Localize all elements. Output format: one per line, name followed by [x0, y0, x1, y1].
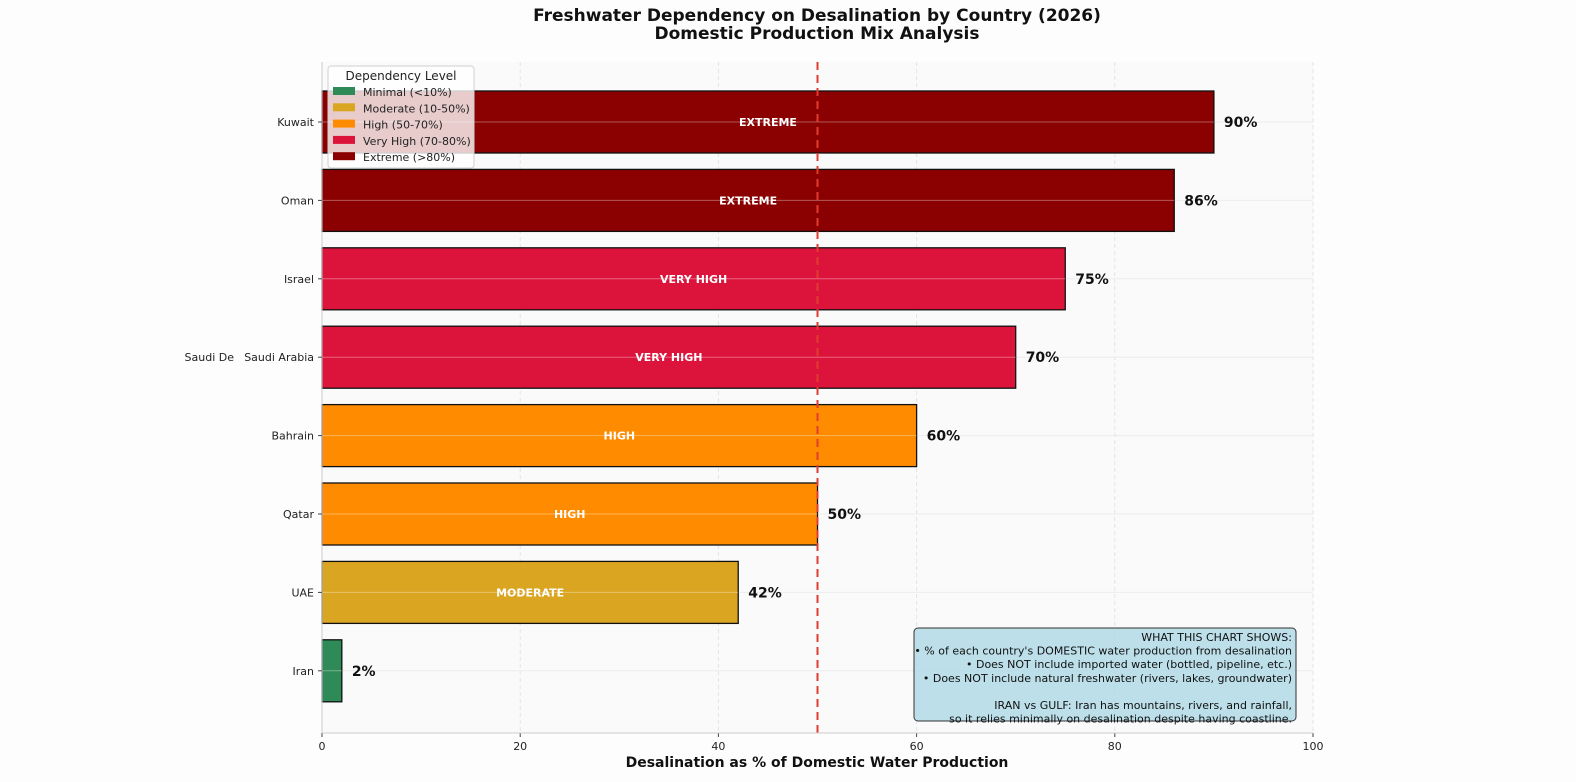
bar-category-label: MODERATE: [496, 586, 564, 599]
annotation-line: WHAT THIS CHART SHOWS:: [1141, 631, 1292, 644]
y-tick-label: Iran: [293, 665, 315, 678]
annotation-box: WHAT THIS CHART SHOWS:• % of each countr…: [913, 627, 1297, 726]
annotation-background: [913, 627, 1297, 722]
value-label: 42%: [748, 585, 782, 601]
legend-entry: Extreme (>80%): [363, 151, 455, 164]
chart-subtitle: Domestic Production Mix Analysis: [655, 24, 980, 44]
legend-entry: High (50-70%): [363, 119, 443, 132]
bar-uae: [321, 560, 739, 625]
value-label: 2%: [352, 664, 376, 680]
legend: Dependency Level Minimal (<10%) Moderate (…: [327, 65, 475, 169]
x-tick-label: 100: [1303, 740, 1324, 753]
legend-box: [327, 65, 475, 169]
y-tick-label: Qatar: [283, 508, 314, 521]
legend-swatch: [333, 87, 355, 95]
value-label: 90%: [1224, 115, 1258, 131]
bar-category-label: EXTREME: [739, 116, 797, 129]
x-tick-label: 60: [910, 740, 924, 753]
bar-qatar: [321, 482, 819, 546]
y-tick-label: Bahrain: [271, 430, 314, 443]
x-tick-label: 40: [711, 740, 725, 753]
chart-title: Freshwater Dependency on Desalination by…: [533, 6, 1101, 26]
y-tick-label: UAE: [291, 586, 314, 599]
value-label: 60%: [927, 429, 961, 445]
bar-israel: [321, 247, 1066, 311]
bar-category-label: EXTREME: [719, 194, 777, 207]
value-label: 86%: [1184, 193, 1218, 209]
value-label: 50%: [828, 507, 862, 523]
legend-entry: Moderate (10-50%): [363, 102, 470, 115]
bar-category-label: VERY HIGH: [635, 351, 702, 364]
y-tick-label: Kuwait: [277, 116, 314, 129]
value-label: 75%: [1075, 272, 1109, 288]
annotation-line: • Does NOT include imported water (bottl…: [966, 658, 1292, 671]
legend-title: Dependency Level: [345, 69, 456, 83]
axes: 0 20 40 60 80 100 Kuwait Oman Israel Saudi Arabia…: [185, 62, 1324, 753]
bar-category-label: VERY HIGH: [660, 273, 727, 286]
legend-swatch: [333, 152, 355, 161]
legend-swatch: [333, 135, 355, 144]
y-tick-label: Saudi Arabia: [244, 351, 314, 364]
x-tick-label: 80: [1108, 740, 1122, 753]
legend-swatch: [333, 119, 355, 128]
ghost-tick-label: Saudi De: [185, 351, 235, 364]
x-axis-label: Desalination as % of Domestic Water Prod…: [626, 755, 1009, 771]
bar-saudi-arabia: [321, 325, 1017, 389]
y-tick-label: Israel: [284, 273, 314, 286]
annotation-line: IRAN vs GULF: Iran has mountains, rivers…: [994, 699, 1292, 712]
annotation-line: • % of each country's DOMESTIC water pro…: [914, 645, 1292, 658]
x-tick-label: 0: [319, 740, 326, 753]
y-tick-label: Oman: [281, 194, 314, 207]
x-tick-label: 20: [513, 740, 527, 753]
legend-entry: Minimal (<10%): [363, 86, 452, 99]
bar-category-label: HIGH: [604, 430, 636, 443]
value-label: 70%: [1026, 350, 1060, 366]
legend-entry: Very High (70-80%): [363, 135, 471, 148]
bar-category-label: HIGH: [554, 508, 586, 521]
annotation-line: • Does NOT include natural freshwater (r…: [923, 672, 1292, 685]
legend-swatch: [333, 103, 355, 112]
annotation-line: so it relies minimally on desalination d…: [949, 713, 1292, 726]
